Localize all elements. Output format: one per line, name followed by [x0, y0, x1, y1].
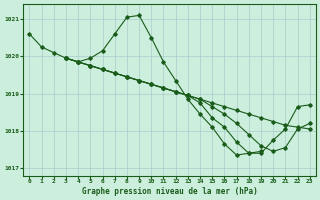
- X-axis label: Graphe pression niveau de la mer (hPa): Graphe pression niveau de la mer (hPa): [82, 187, 258, 196]
